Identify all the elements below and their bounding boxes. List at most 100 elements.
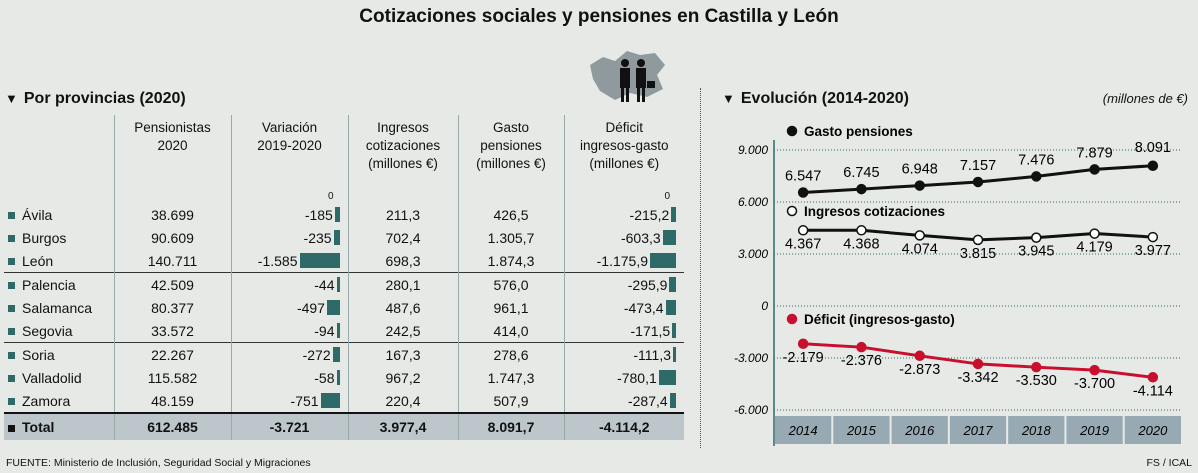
table-row: Soria 22.267 -272 167,3 278,6 -111,3 [4, 342, 684, 366]
y-tick-label: 9.000 [738, 143, 768, 157]
row-marker [8, 375, 15, 383]
row-marker [8, 352, 15, 360]
data-point [856, 225, 867, 236]
section-divider [700, 88, 701, 448]
ingresos-cell: 967,2 [347, 366, 458, 389]
table-row: Burgos 90.609 -235 702,4 1.305,7 -603,3 [4, 226, 684, 249]
zero-label: 0 [230, 189, 348, 203]
ingresos-cell: 698,3 [347, 249, 458, 273]
y-tick-label: -3.000 [734, 351, 768, 365]
variacion-cell-bar [336, 277, 340, 292]
data-point [797, 187, 809, 198]
variacion-cell-value: -44 [314, 276, 335, 293]
right-section-header: ▼ Evolución (2014-2020) [722, 90, 909, 107]
legend-label: Gasto pensiones [804, 124, 913, 139]
gasto-cell: 1.874,3 [457, 249, 564, 273]
data-point [1089, 364, 1100, 376]
total-var: -3.721 [230, 412, 348, 440]
legend-marker [786, 205, 798, 217]
data-label: 7.157 [960, 158, 996, 174]
variacion-cell-value: -94 [314, 322, 335, 339]
deficit-cell-bar [658, 370, 676, 385]
deficit-cell-value: -287,4 [627, 392, 668, 409]
data-label: 8.091 [1135, 140, 1171, 156]
deficit-cell-bar [672, 323, 676, 338]
data-point [1031, 232, 1042, 243]
data-label: 3.815 [960, 246, 996, 262]
x-tick-label: 2016 [904, 423, 935, 438]
variacion-cell: -751 [230, 389, 348, 413]
data-label: 4.074 [902, 241, 938, 257]
ingresos-cell: 220,4 [347, 389, 458, 413]
table-row: Palencia 42.509 -44 280,1 576,0 -295,9 [4, 272, 684, 296]
province-name: Burgos [4, 226, 114, 249]
units-label: (millones de €) [1102, 91, 1188, 106]
variacion-cell-value: -235 [303, 229, 332, 246]
province-name: Salamanca [4, 296, 114, 319]
total-def: -4.114,2 [563, 412, 684, 440]
source-note: FUENTE: Ministerio de Inclusión, Segurid… [6, 457, 311, 469]
table-row: Salamanca 80.377 -497 487,6 961,1 -473,4 [4, 296, 684, 319]
data-point [972, 358, 984, 370]
x-tick-cell [1124, 416, 1181, 444]
left-section-header: ▼ Por provincias (2020) [5, 90, 186, 107]
data-label: 4.368 [843, 236, 879, 252]
province-name: Zamora [4, 389, 114, 413]
variacion-cell-bar [334, 207, 340, 222]
variacion-cell-bar [336, 323, 340, 338]
legend-marker [786, 125, 798, 137]
gasto-cell: 414,0 [457, 319, 564, 343]
deficit-cell-value: -215,2 [629, 206, 670, 223]
table-header: Pensionistas 2020 Variación 2019-2020 Ingres… [4, 115, 684, 189]
variacion-cell-value: -497 [296, 299, 325, 316]
deficit-cell-bar [671, 207, 676, 222]
table-row: Segovia 33.572 -94 242,5 414,0 -171,5 [4, 319, 684, 343]
total-ing: 3.977,4 [347, 412, 458, 440]
variacion-cell-bar [326, 300, 340, 315]
x-tick-label: 2015 [846, 423, 877, 438]
data-point [1089, 228, 1100, 239]
column-header-0 [4, 115, 114, 189]
total-pens: 612.485 [113, 412, 231, 440]
pensionistas-cell: 33.572 [113, 319, 231, 343]
x-tick-cell [949, 416, 1007, 444]
data-point [1031, 171, 1042, 182]
variacion-cell-bar [320, 393, 340, 408]
x-tick-cell [833, 416, 890, 444]
y-tick-label: -6.000 [734, 403, 768, 417]
table-row: León 140.711 -1.585 698,3 1.874,3 -1.175,9 [4, 249, 684, 273]
table-row: Valladolid 115.582 -58 967,2 1.747,3 -780,1 [4, 366, 684, 389]
data-point [856, 183, 867, 195]
variacion-cell: -185 [230, 203, 348, 226]
variacion-cell: -58 [230, 366, 348, 389]
row-marker [8, 424, 15, 432]
x-tick-label: 2014 [788, 423, 818, 438]
pensionistas-cell: 38.699 [113, 203, 231, 226]
data-label: 6.948 [902, 162, 938, 178]
x-tick-label: 2019 [1079, 423, 1109, 438]
column-header-1: Pensionistas 2020 [113, 115, 231, 189]
total-gas: 8.091,7 [457, 412, 564, 440]
ingresos-cell: 242,5 [347, 319, 458, 343]
data-label: 6.745 [843, 165, 879, 181]
x-tick-cell [1066, 416, 1123, 444]
chart-title: Cotizaciones sociales y pensiones en Cas… [359, 6, 839, 27]
row-marker [8, 212, 15, 220]
variacion-cell-value: -185 [304, 206, 333, 223]
zero-label: 0 [563, 189, 684, 203]
x-tick-label: 2018 [1021, 423, 1052, 438]
table-row: Ávila 38.699 -185 211,3 426,5 -215,2 [4, 203, 684, 226]
data-label: -3.530 [1016, 373, 1057, 389]
deficit-cell-bar [665, 300, 676, 315]
data-point [1089, 164, 1100, 175]
total-label: Total [4, 412, 114, 440]
province-name: Ávila [4, 203, 114, 226]
province-name: Soria [4, 342, 114, 366]
deficit-cell: -215,2 [563, 203, 684, 226]
deficit-cell-value: -295,9 [627, 276, 668, 293]
data-point [972, 234, 984, 246]
evolution-line-chart: 9.000 6.000 3.000 0 -3.000 -6.000 2014 2015 2016… [734, 124, 1182, 446]
data-label: 6.547 [785, 169, 821, 185]
gasto-cell: 576,0 [457, 272, 564, 296]
